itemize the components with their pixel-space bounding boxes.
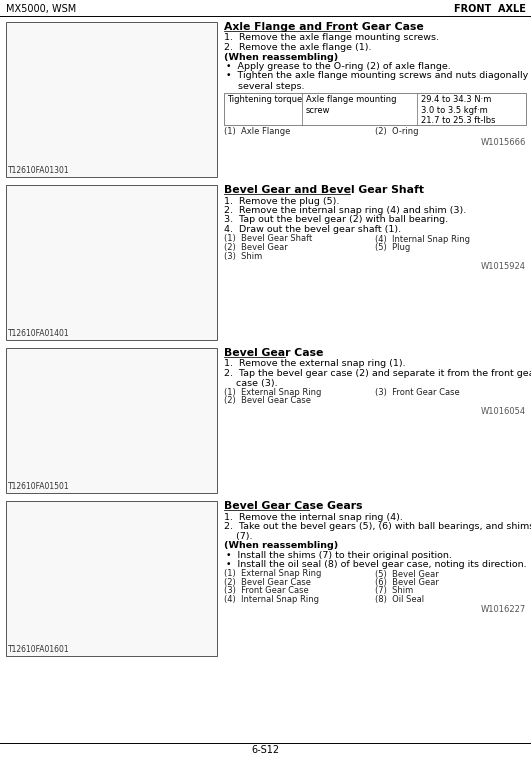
- Bar: [6, 22, 217, 177]
- Text: (4)  Internal Snap Ring: (4) Internal Snap Ring: [375, 235, 470, 244]
- Text: •  Tighten the axle flange mounting screws and nuts diagonally in
    several st: • Tighten the axle flange mounting screw…: [226, 71, 531, 91]
- Text: (6)  Bevel Gear: (6) Bevel Gear: [375, 578, 439, 587]
- Text: (1)  Axle Flange: (1) Axle Flange: [224, 127, 290, 136]
- Text: 1.  Remove the plug (5).: 1. Remove the plug (5).: [224, 197, 339, 205]
- Text: 1.  Remove the external snap ring (1).: 1. Remove the external snap ring (1).: [224, 360, 406, 369]
- Text: Tightening torque: Tightening torque: [227, 95, 302, 104]
- Text: 29.4 to 34.3 N·m
3.0 to 3.5 kgf·m
21.7 to 25.3 ft-lbs: 29.4 to 34.3 N·m 3.0 to 3.5 kgf·m 21.7 t…: [421, 95, 495, 126]
- Text: •  Install the oil seal (8) of bevel gear case, noting its direction.: • Install the oil seal (8) of bevel gear…: [226, 560, 527, 569]
- Text: (3)  Front Gear Case: (3) Front Gear Case: [375, 388, 460, 397]
- Bar: [6, 185, 217, 340]
- Text: W1016227: W1016227: [481, 606, 526, 615]
- Text: Bevel Gear and Bevel Gear Shaft: Bevel Gear and Bevel Gear Shaft: [224, 185, 424, 195]
- Text: T12610FA01301: T12610FA01301: [8, 166, 70, 175]
- Text: Bevel Gear Case: Bevel Gear Case: [224, 348, 323, 358]
- Text: W1015666: W1015666: [481, 138, 526, 147]
- Text: 4.  Draw out the bevel gear shaft (1).: 4. Draw out the bevel gear shaft (1).: [224, 225, 401, 234]
- Text: (1)  Bevel Gear Shaft: (1) Bevel Gear Shaft: [224, 235, 312, 244]
- Bar: [224, 92, 526, 124]
- Text: (7)  Shim: (7) Shim: [375, 587, 413, 596]
- Text: Bevel Gear Case Gears: Bevel Gear Case Gears: [224, 501, 363, 511]
- Text: 2.  Take out the bevel gears (5), (6) with ball bearings, and shims
    (7).: 2. Take out the bevel gears (5), (6) wit…: [224, 522, 531, 541]
- Text: (When reassembling): (When reassembling): [224, 52, 338, 61]
- Text: Axle flange mounting
screw: Axle flange mounting screw: [306, 95, 397, 115]
- Text: (2)  O-ring: (2) O-ring: [375, 127, 418, 136]
- Text: 6-S12: 6-S12: [252, 745, 279, 755]
- Text: (1)  External Snap Ring: (1) External Snap Ring: [224, 569, 321, 578]
- Text: (2)  Bevel Gear Case: (2) Bevel Gear Case: [224, 397, 311, 406]
- Text: T12610FA01601: T12610FA01601: [8, 645, 70, 654]
- Text: (8)  Oil Seal: (8) Oil Seal: [375, 595, 424, 604]
- Text: •  Install the shims (7) to their original position.: • Install the shims (7) to their origina…: [226, 550, 452, 559]
- Text: (When reassembling): (When reassembling): [224, 541, 338, 550]
- Bar: [6, 501, 217, 656]
- Text: 2.  Remove the internal snap ring (4) and shim (3).: 2. Remove the internal snap ring (4) and…: [224, 206, 466, 215]
- Text: (4)  Internal Snap Ring: (4) Internal Snap Ring: [224, 595, 319, 604]
- Text: (5)  Plug: (5) Plug: [375, 243, 410, 252]
- Text: (3)  Front Gear Case: (3) Front Gear Case: [224, 587, 309, 596]
- Text: FRONT  AXLE: FRONT AXLE: [454, 4, 526, 14]
- Text: •  Apply grease to the O-ring (2) of axle flange.: • Apply grease to the O-ring (2) of axle…: [226, 62, 451, 71]
- Text: MX5000, WSM: MX5000, WSM: [6, 4, 76, 14]
- Bar: [6, 348, 217, 493]
- Text: 3.  Tap out the bevel gear (2) with ball bearing.: 3. Tap out the bevel gear (2) with ball …: [224, 216, 448, 225]
- Text: T12610FA01401: T12610FA01401: [8, 329, 70, 338]
- Text: W1016054: W1016054: [481, 407, 526, 416]
- Text: 1.  Remove the axle flange mounting screws.: 1. Remove the axle flange mounting screw…: [224, 33, 439, 42]
- Text: W1015924: W1015924: [481, 262, 526, 271]
- Text: (5)  Bevel Gear: (5) Bevel Gear: [375, 569, 439, 578]
- Text: (1)  External Snap Ring: (1) External Snap Ring: [224, 388, 321, 397]
- Text: (2)  Bevel Gear: (2) Bevel Gear: [224, 243, 288, 252]
- Text: 2.  Remove the axle flange (1).: 2. Remove the axle flange (1).: [224, 43, 372, 52]
- Text: 2.  Tap the bevel gear case (2) and separate it from the front gear
    case (3): 2. Tap the bevel gear case (2) and separ…: [224, 369, 531, 388]
- Text: (3)  Shim: (3) Shim: [224, 251, 262, 260]
- Text: T12610FA01501: T12610FA01501: [8, 482, 70, 491]
- Text: (2)  Bevel Gear Case: (2) Bevel Gear Case: [224, 578, 311, 587]
- Text: Axle Flange and Front Gear Case: Axle Flange and Front Gear Case: [224, 22, 424, 32]
- Text: 1.  Remove the internal snap ring (4).: 1. Remove the internal snap ring (4).: [224, 512, 403, 522]
